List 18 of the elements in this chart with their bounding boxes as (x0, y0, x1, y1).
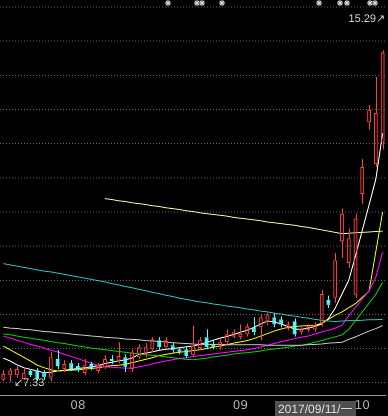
candlestick (76, 362, 80, 372)
x-tick-label: 09 (232, 398, 248, 412)
candlestick (292, 318, 296, 337)
annotation: ↙7.33 (14, 376, 44, 389)
candlestick (178, 346, 182, 355)
x-tick-label: 08 (70, 398, 86, 412)
x-tick-label: 10 (354, 398, 370, 412)
candlestick (90, 361, 94, 371)
candlestick (252, 316, 256, 336)
annotation: 15.29↗ (348, 12, 385, 25)
candlestick (204, 328, 208, 350)
candlestick (42, 370, 46, 380)
candlestick (28, 368, 32, 378)
text: 2017/09/11/一 (275, 401, 356, 416)
candlestick (326, 295, 330, 308)
candlestick (69, 360, 74, 372)
candlestick (279, 316, 283, 328)
candlestick (56, 350, 60, 370)
